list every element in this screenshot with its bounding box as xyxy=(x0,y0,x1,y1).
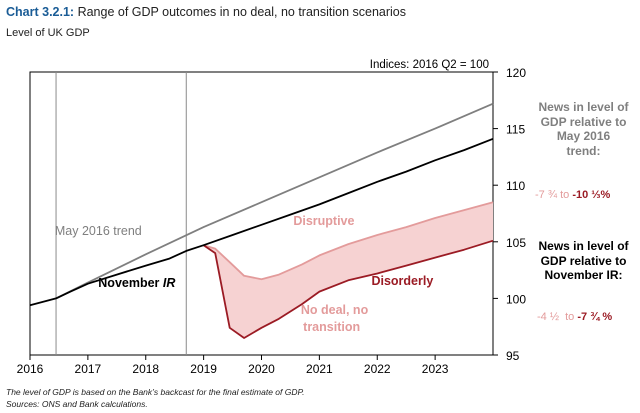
november-ir-news-range: -4 ½ to -7 ¾ % xyxy=(537,311,612,323)
x-tick-label: 2017 xyxy=(75,362,102,376)
may-range-low: -7 ¾ xyxy=(535,189,558,201)
series-annotation: transition xyxy=(303,320,360,334)
footnote-gdp-backcast: The level of GDP is based on the Bank’s … xyxy=(6,387,305,397)
y-tick-label: 105 xyxy=(506,236,526,250)
footnote-sources: Sources: ONS and Bank calculations. xyxy=(6,399,148,409)
x-tick-label: 2021 xyxy=(306,362,333,376)
indices-label: Indices: 2016 Q2 = 100 xyxy=(370,59,489,71)
chart-subtitle: Level of UK GDP xyxy=(6,27,90,39)
may-range-high: -10 ⅓% xyxy=(572,189,611,201)
x-tick-label: 2016 xyxy=(17,362,44,376)
chart-number: Chart 3.2.1: xyxy=(6,5,75,19)
x-tick-label: 2022 xyxy=(364,362,391,376)
x-tick-label: 2018 xyxy=(132,362,159,376)
disruptive-line xyxy=(203,201,494,281)
nov-title-line: GDP relative to xyxy=(540,253,627,268)
may-range-to: to xyxy=(557,189,573,201)
series-annotation: No deal, no xyxy=(301,303,369,317)
series-annotation: November IR xyxy=(98,276,175,290)
chart-title-text: Range of GDP outcomes in no deal, no tra… xyxy=(77,5,407,19)
may-title-line: GDP relative to xyxy=(540,114,627,129)
series-annotation: May 2016 trend xyxy=(55,224,142,238)
nov-title-line: News in level of xyxy=(538,239,629,253)
scenario-range-shading xyxy=(203,202,493,338)
may-trend-news-title: News in level of GDP relative to May 201… xyxy=(527,100,640,158)
nov-range-low: -4 ½ xyxy=(537,311,560,323)
november-ir-line xyxy=(29,137,494,307)
x-tick-label: 2023 xyxy=(422,362,449,376)
may-2016-trend-line xyxy=(55,102,494,300)
may-title-line: May 2016 xyxy=(556,129,611,143)
disorderly-line xyxy=(203,239,494,339)
may-trend-news-range: -7 ¾ to -10 ⅓% xyxy=(535,189,610,201)
series-annotation: Disruptive xyxy=(293,214,354,228)
chart-title: Chart 3.2.1: Range of GDP outcomes in no… xyxy=(6,5,406,19)
y-tick-label: 95 xyxy=(506,349,520,363)
y-tick-label: 120 xyxy=(506,66,526,80)
nov-range-to: to xyxy=(559,311,578,323)
x-tick-label: 2019 xyxy=(190,362,217,376)
nov-range-high: -7 ¾ % xyxy=(577,311,613,323)
may-title-line: trend: xyxy=(566,143,601,158)
may-title-line: News in level of xyxy=(538,100,629,114)
y-tick-label: 115 xyxy=(506,123,525,137)
series-annotation: Disorderly xyxy=(371,274,433,288)
november-ir-news-title: News in level of GDP relative to Novembe… xyxy=(527,239,640,283)
x-tick-label: 2020 xyxy=(248,362,275,376)
y-tick-label: 100 xyxy=(506,292,526,306)
y-tick-label: 110 xyxy=(506,179,525,193)
nov-title-line: November IR: xyxy=(544,268,623,282)
